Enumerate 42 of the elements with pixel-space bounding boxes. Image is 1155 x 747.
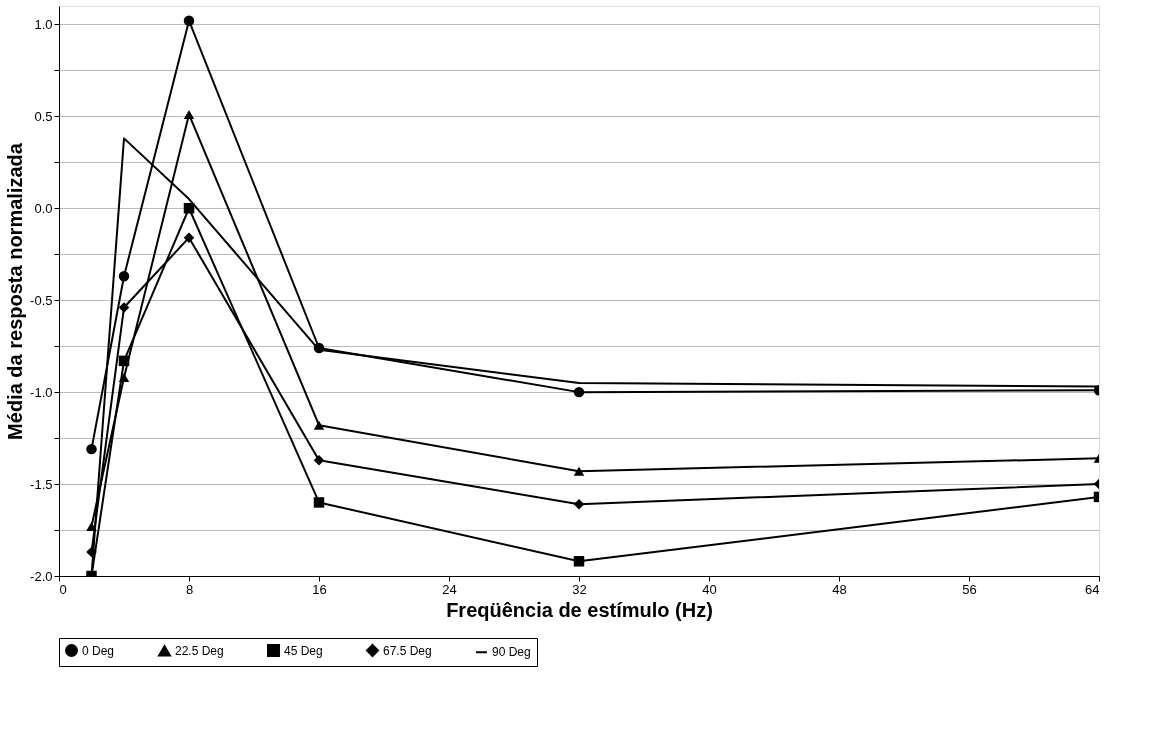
x-tick-label: 16 <box>312 581 327 597</box>
point <box>86 443 97 455</box>
legend-label: 90 Deg <box>492 645 531 660</box>
x-tick-label: 8 <box>185 581 194 597</box>
legend-label: 67.5 Deg <box>383 643 432 658</box>
y-tick-label: 1.0 <box>34 16 53 32</box>
y-tick-label: 0.0 <box>34 200 53 216</box>
point <box>573 556 585 567</box>
point <box>118 271 130 282</box>
x-tick-label: 56 <box>962 581 977 597</box>
x-axis-title: Freqüência de estímulo (Hz) <box>446 598 713 621</box>
x-tick-label: 24 <box>442 581 457 597</box>
point <box>313 497 325 508</box>
point <box>313 454 325 466</box>
point <box>313 342 325 354</box>
point <box>573 466 585 476</box>
y-tick-label: 0.5 <box>34 108 53 124</box>
point <box>86 546 97 558</box>
point <box>573 386 585 398</box>
point <box>118 302 130 313</box>
x-tick-label: 0 <box>59 581 67 597</box>
legend-label: 45 Deg <box>284 643 323 658</box>
y-tick-label: -0.5 <box>30 292 53 308</box>
point <box>183 232 195 243</box>
x-tick-label: 48 <box>832 581 847 597</box>
y-tick-label: -1.0 <box>30 384 53 400</box>
point <box>118 355 130 367</box>
y-tick-label: -2.0 <box>30 568 53 584</box>
x-tick-label: 32 <box>572 581 587 597</box>
point <box>313 420 325 430</box>
point <box>118 372 130 382</box>
y-axis-title: Média da resposta normalizada <box>4 142 27 440</box>
point <box>183 203 195 214</box>
x-tick-label: 40 <box>702 581 717 597</box>
point <box>183 109 195 120</box>
x-tick-label: 64 <box>1085 581 1100 597</box>
point <box>573 499 585 510</box>
point <box>86 521 97 531</box>
point <box>183 15 195 26</box>
legend-label: 0 Deg <box>82 643 115 658</box>
legend-label: 22.5 Deg <box>175 643 224 658</box>
y-tick-label: -1.5 <box>30 476 53 492</box>
